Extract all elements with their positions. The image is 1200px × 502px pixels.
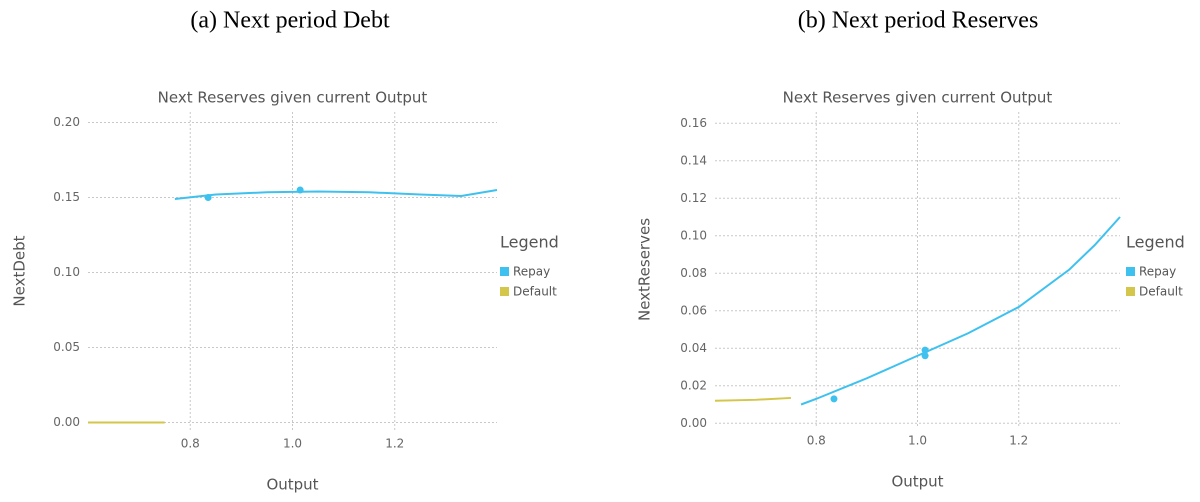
x-tick-label: 1.0 bbox=[908, 434, 927, 448]
x-tick-label: 1.2 bbox=[1009, 434, 1028, 448]
legend-label: Default bbox=[513, 285, 557, 299]
y-tick-label: 0.00 bbox=[53, 415, 80, 429]
legend-swatch bbox=[500, 287, 509, 296]
y-tick-label: 0.16 bbox=[680, 116, 707, 130]
point bbox=[204, 194, 212, 201]
x-tick-label: 1.0 bbox=[283, 437, 302, 451]
series-line bbox=[714, 396, 791, 402]
y-tick-label: 0.06 bbox=[680, 303, 707, 317]
x-axis-label: Output bbox=[266, 476, 318, 494]
series-line bbox=[174, 189, 498, 200]
y-tick-label: 0.04 bbox=[680, 341, 707, 355]
chart-title: Next Reserves given current Output bbox=[783, 89, 1053, 107]
y-tick-label: 0.00 bbox=[680, 416, 707, 430]
legend-title: Legend bbox=[1126, 233, 1185, 252]
point bbox=[921, 352, 929, 360]
legend-title: Legend bbox=[500, 233, 559, 252]
point bbox=[830, 395, 838, 403]
caption: (b) Next period Reserves bbox=[798, 8, 1039, 34]
y-tick-label: 0.10 bbox=[680, 228, 707, 242]
legend-swatch bbox=[1126, 287, 1135, 296]
y-tick-label: 0.20 bbox=[53, 115, 80, 129]
legend-label: Default bbox=[1139, 285, 1183, 299]
chart-title: Next Reserves given current Output bbox=[158, 89, 428, 107]
x-tick-label: 0.8 bbox=[807, 434, 826, 448]
x-tick-label: 1.2 bbox=[385, 437, 404, 451]
y-tick-label: 0.08 bbox=[680, 266, 707, 280]
y-tick-label: 0.10 bbox=[53, 265, 80, 279]
x-tick-label: 0.8 bbox=[181, 437, 200, 451]
y-axis-label: NextDebt bbox=[11, 235, 29, 306]
point bbox=[921, 346, 929, 354]
x-axis-label: Output bbox=[891, 473, 943, 491]
y-tick-label: 0.15 bbox=[53, 190, 80, 204]
y-tick-label: 0.12 bbox=[680, 191, 707, 205]
series-line bbox=[800, 216, 1121, 406]
legend-swatch bbox=[1126, 267, 1135, 276]
legend-swatch bbox=[500, 267, 509, 276]
y-axis-label: NextReserves bbox=[636, 218, 654, 321]
legend-label: Repay bbox=[1139, 265, 1176, 279]
caption: (a) Next period Debt bbox=[190, 8, 390, 34]
y-tick-label: 0.02 bbox=[680, 378, 707, 392]
y-tick-label: 0.05 bbox=[53, 340, 80, 354]
point bbox=[296, 186, 304, 194]
y-tick-label: 0.14 bbox=[680, 153, 707, 167]
legend-label: Repay bbox=[513, 265, 550, 279]
